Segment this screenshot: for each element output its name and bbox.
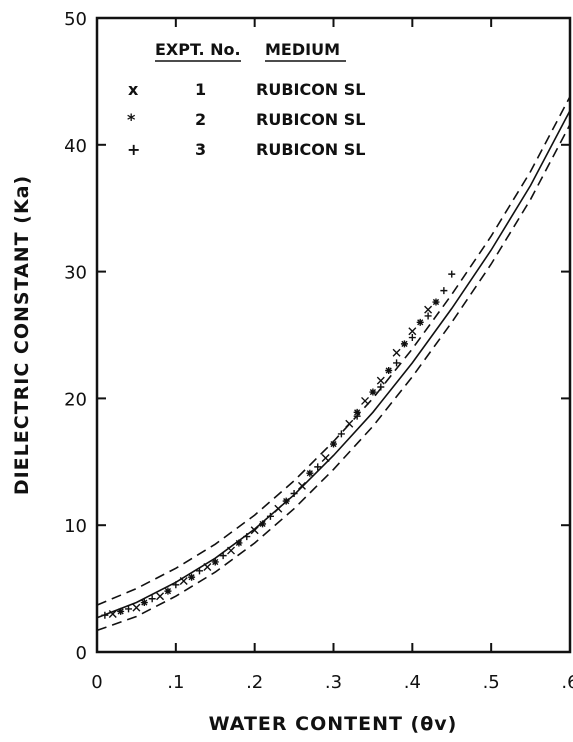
fit-lines [96, 96, 571, 632]
data-point-series-3 [125, 605, 133, 613]
x-tick-label: .4 [404, 672, 421, 693]
data-point-series-3 [172, 581, 180, 589]
legend: EXPT. No. MEDIUM x 1 RUBICON SL * 2 RUBI… [127, 40, 365, 159]
data-point-series-2 [432, 298, 440, 306]
data-point-series-1 [424, 305, 433, 314]
legend-row-3-medium: RUBICON SL [256, 140, 365, 159]
data-point-series-1 [408, 327, 417, 336]
data-point-series-1 [274, 504, 283, 513]
data-point-series-1 [156, 592, 165, 601]
y-tick-label: 10 [64, 516, 87, 537]
data-point-series-3 [314, 463, 322, 471]
x-tick-label: .6 [561, 672, 573, 693]
data-point-series-3 [148, 595, 156, 603]
data-point-series-3 [408, 334, 416, 342]
data-point-series-3 [377, 383, 385, 391]
y-tick-label: 20 [64, 389, 87, 410]
y-tick-label: 30 [64, 263, 87, 284]
data-point-series-3 [448, 270, 456, 278]
legend-header-expt: EXPT. No. [155, 40, 241, 59]
data-point-series-2 [235, 539, 243, 547]
data-point-series-2 [140, 599, 148, 607]
legend-header-medium: MEDIUM [265, 40, 340, 59]
data-point-series-3 [266, 512, 274, 520]
x-tick-label: .1 [167, 672, 184, 693]
y-axis-ticks: 0 10 20 30 40 50 [64, 9, 570, 664]
data-point-series-1 [321, 454, 330, 462]
data-point-series-2 [306, 469, 314, 477]
legend-row-2-expt: 2 [195, 110, 206, 129]
x-tick-label: .3 [325, 672, 342, 693]
x-tick-label: .5 [483, 672, 500, 693]
y-axis-title: DIELECTRIC CONSTANT (Ka) [11, 175, 33, 495]
data-point-series-1 [250, 526, 259, 535]
data-point-series-1 [203, 563, 212, 572]
data-point-series-1 [361, 396, 370, 405]
data-point-series-2 [369, 388, 377, 396]
data-point-series-2 [330, 440, 337, 448]
data-point-series-3 [219, 552, 227, 560]
y-tick-label: 40 [64, 136, 87, 157]
data-point-series-1 [392, 348, 401, 357]
data-point-series-1 [179, 576, 188, 585]
x-tick-label: 0 [91, 672, 102, 693]
legend-row-2-symbol: * [127, 110, 136, 129]
lower-bound-line [96, 124, 571, 632]
data-point-series-3 [290, 490, 298, 497]
legend-row-2-medium: RUBICON SL [256, 110, 365, 129]
y-tick-label: 0 [76, 643, 87, 664]
data-point-series-2 [211, 558, 219, 566]
data-point-series-3 [101, 611, 109, 619]
data-point-series-1 [345, 419, 354, 428]
data-point-series-2 [385, 367, 393, 375]
data-point-series-2 [416, 318, 424, 326]
data-points [101, 270, 456, 619]
data-point-series-3 [440, 287, 448, 295]
data-point-series-1 [376, 376, 385, 385]
upper-bound-line [96, 96, 571, 606]
legend-row-1-medium: RUBICON SL [256, 80, 365, 99]
data-point-series-1 [108, 609, 117, 618]
y-tick-label: 50 [64, 9, 87, 30]
x-tick-label: .2 [246, 672, 263, 693]
data-point-series-1 [297, 481, 306, 490]
data-point-series-3 [195, 567, 203, 575]
data-point-series-2 [188, 573, 196, 581]
data-point-series-2 [259, 520, 267, 528]
data-point-series-3 [393, 359, 401, 367]
legend-row-1-symbol: x [128, 80, 139, 99]
x-axis-ticks: 0 .1 .2 .3 .4 .5 .6 [91, 18, 573, 693]
x-axis-title: WATER CONTENT (θv) [209, 713, 458, 735]
data-point-series-3 [353, 412, 361, 420]
data-point-series-2 [164, 587, 172, 595]
legend-row-1-expt: 1 [195, 80, 206, 99]
data-point-series-2 [400, 340, 408, 348]
data-point-series-3 [243, 533, 251, 541]
fit-line [96, 110, 571, 619]
data-point-series-2 [282, 497, 290, 505]
data-point-series-3 [337, 430, 345, 438]
data-point-series-2 [117, 607, 125, 615]
data-point-series-1 [227, 546, 236, 555]
legend-row-3-symbol: + [127, 140, 140, 159]
data-point-series-3 [424, 312, 432, 320]
legend-row-3-expt: 3 [195, 140, 206, 159]
data-point-series-2 [353, 408, 361, 416]
data-point-series-1 [132, 603, 141, 612]
